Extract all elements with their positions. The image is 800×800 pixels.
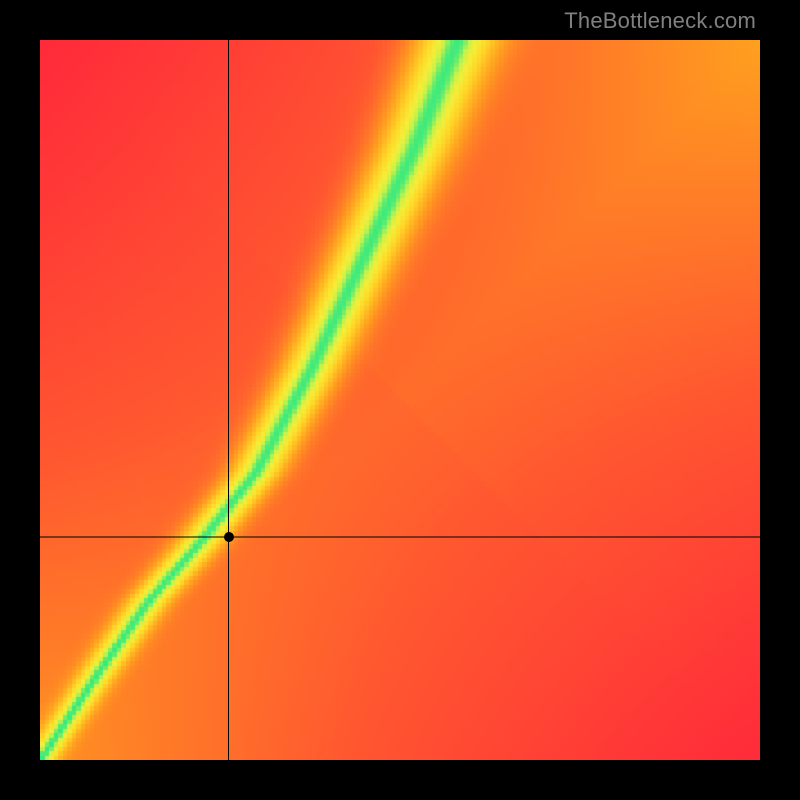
watermark-text: TheBottleneck.com bbox=[564, 8, 756, 34]
chart-container: TheBottleneck.com bbox=[0, 0, 800, 800]
heatmap-canvas bbox=[40, 40, 760, 760]
